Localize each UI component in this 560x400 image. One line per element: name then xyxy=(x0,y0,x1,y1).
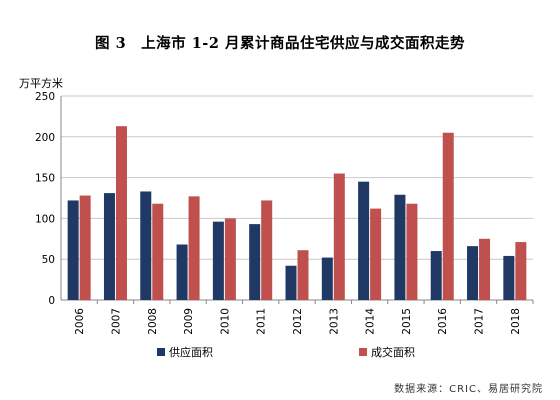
bar-transaction-2018 xyxy=(515,242,527,300)
bar-transaction-2007 xyxy=(115,126,127,300)
legend-label-supply: 供应面积 xyxy=(169,345,213,359)
chart-title: 图 3 上海市 1-2 月累计商品住宅供应与成交面积走势 xyxy=(95,35,465,52)
bar-transaction-2006 xyxy=(79,195,91,300)
legend-label-transaction: 成交面积 xyxy=(371,345,415,359)
bar-transaction-2009 xyxy=(188,196,200,300)
bar-transaction-2012 xyxy=(297,250,309,300)
bar-supply-2016 xyxy=(430,251,442,300)
y-axis-label: 万平方米 xyxy=(19,77,63,90)
bar-transaction-2011 xyxy=(261,200,273,300)
x-tick-label: 2006 xyxy=(74,308,86,335)
y-tick-label: 50 xyxy=(42,254,55,266)
x-tick-label: 2009 xyxy=(183,308,195,335)
x-tick-label: 2014 xyxy=(365,308,377,335)
bar-supply-2017 xyxy=(467,246,479,300)
bar-transaction-2008 xyxy=(152,203,164,300)
legend-swatch-transaction xyxy=(359,348,367,356)
x-tick-label: 2013 xyxy=(328,308,340,335)
bar-supply-2009 xyxy=(176,244,188,300)
bar-transaction-2010 xyxy=(224,218,236,300)
x-tick-label: 2018 xyxy=(510,308,522,335)
bar-supply-2007 xyxy=(103,193,115,300)
bar-transaction-2015 xyxy=(406,203,418,300)
x-tick-label: 2017 xyxy=(474,308,486,335)
x-tick-label: 2012 xyxy=(292,308,304,335)
bar-transaction-2013 xyxy=(333,173,345,300)
bar-supply-2010 xyxy=(212,221,224,300)
x-tick-label: 2011 xyxy=(256,308,268,335)
bar-supply-2012 xyxy=(285,265,297,300)
y-tick-label: 100 xyxy=(35,213,55,225)
bar-transaction-2017 xyxy=(479,238,491,300)
y-tick-label: 200 xyxy=(35,132,55,144)
x-tick-label: 2015 xyxy=(401,308,413,335)
bar-transaction-2014 xyxy=(370,208,382,300)
bar-supply-2008 xyxy=(140,191,152,300)
x-tick-label: 2007 xyxy=(110,308,122,335)
bar-supply-2006 xyxy=(67,200,79,300)
bar-supply-2014 xyxy=(358,181,370,300)
bar-supply-2015 xyxy=(394,194,406,300)
y-tick-label: 250 xyxy=(35,91,55,103)
y-tick-label: 150 xyxy=(35,173,55,185)
source-note: 数据来源：CRIC、易居研究院 xyxy=(394,384,543,395)
legend-swatch-supply xyxy=(157,348,165,356)
bar-transaction-2016 xyxy=(442,132,454,300)
x-tick-label: 2016 xyxy=(437,308,449,335)
x-tick-label: 2008 xyxy=(147,308,159,335)
bar-supply-2018 xyxy=(503,255,515,300)
bar-supply-2011 xyxy=(249,224,261,300)
bar-supply-2013 xyxy=(321,257,333,300)
x-tick-label: 2010 xyxy=(219,308,231,335)
y-tick-label: 0 xyxy=(48,295,55,307)
